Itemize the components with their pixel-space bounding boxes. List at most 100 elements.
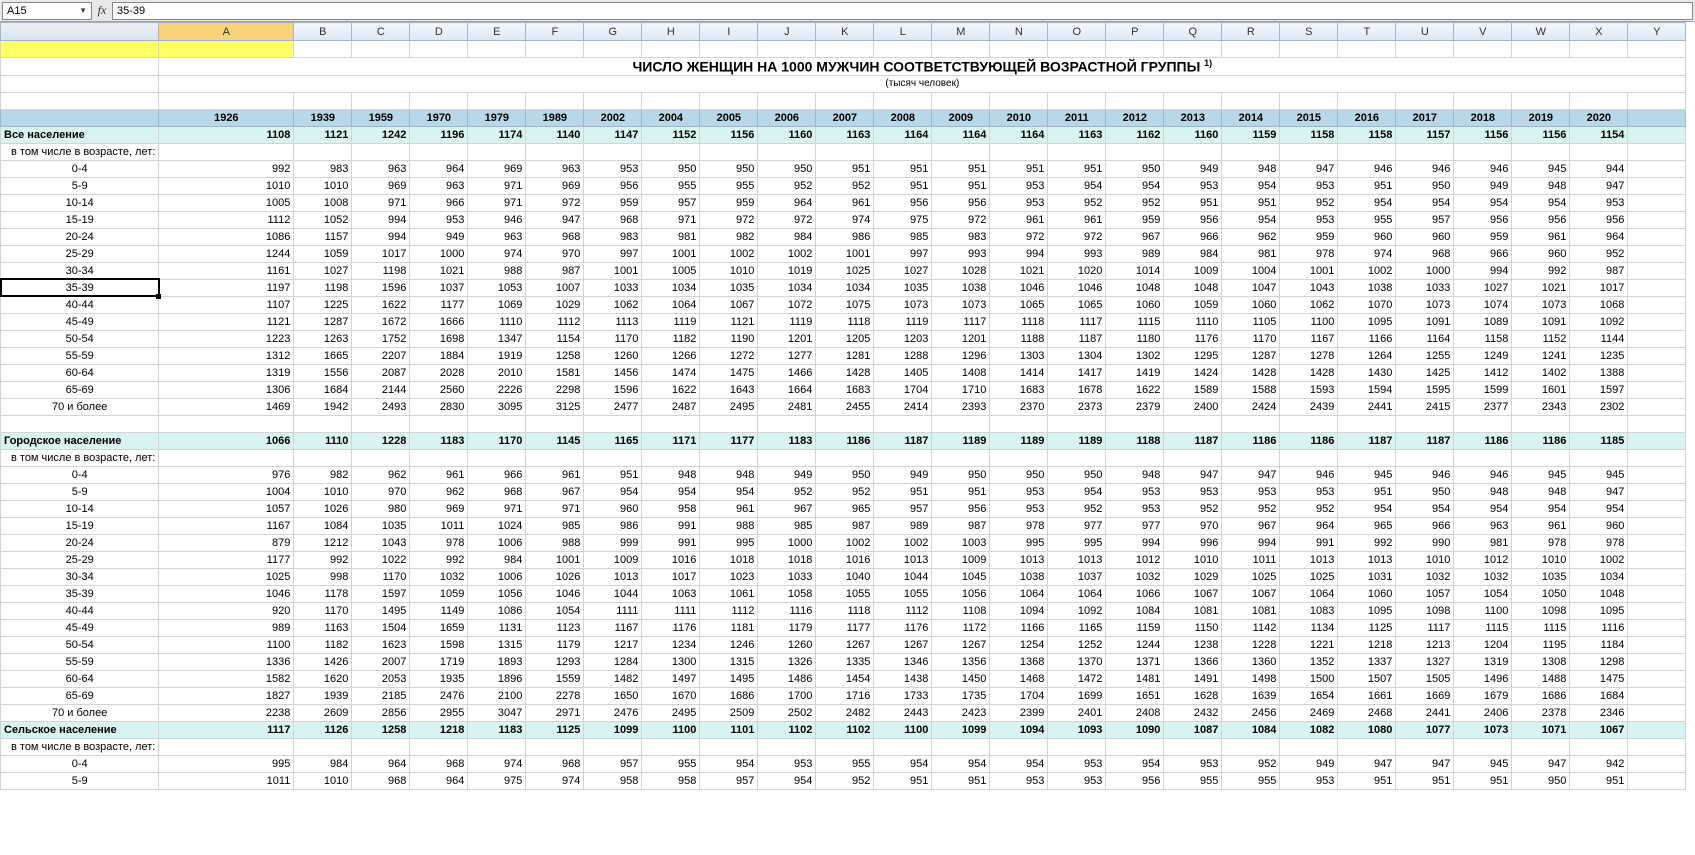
data-cell[interactable]: 1287 bbox=[294, 313, 352, 330]
data-cell[interactable]: 2401 bbox=[1048, 704, 1106, 721]
data-cell[interactable]: 1121 bbox=[159, 313, 294, 330]
data-cell[interactable]: 964 bbox=[352, 755, 410, 772]
cell[interactable] bbox=[874, 738, 932, 755]
data-cell[interactable]: 1347 bbox=[468, 330, 526, 347]
cell[interactable] bbox=[1164, 92, 1222, 109]
data-cell[interactable]: 1469 bbox=[159, 398, 294, 415]
data-cell[interactable]: 1152 bbox=[1512, 330, 1570, 347]
data-cell[interactable]: 1003 bbox=[932, 534, 990, 551]
data-cell[interactable]: 1306 bbox=[159, 381, 294, 398]
data-cell[interactable]: 1081 bbox=[1222, 602, 1280, 619]
cell[interactable] bbox=[642, 415, 700, 432]
data-cell[interactable]: 1089 bbox=[1454, 313, 1512, 330]
data-cell[interactable]: 1639 bbox=[1222, 687, 1280, 704]
data-cell[interactable]: 953 bbox=[1048, 772, 1106, 789]
data-cell[interactable]: 1002 bbox=[874, 534, 932, 551]
cell[interactable] bbox=[874, 92, 932, 109]
data-cell[interactable]: 946 bbox=[1338, 160, 1396, 177]
cell[interactable] bbox=[874, 449, 932, 466]
data-cell[interactable]: 1100 bbox=[1454, 602, 1512, 619]
data-cell[interactable]: 1065 bbox=[990, 296, 1048, 313]
data-cell[interactable]: 959 bbox=[1454, 228, 1512, 245]
data-cell[interactable]: 1002 bbox=[700, 245, 758, 262]
data-cell[interactable]: 2408 bbox=[1106, 704, 1164, 721]
data-cell[interactable]: 1084 bbox=[1106, 602, 1164, 619]
data-cell[interactable]: 2495 bbox=[642, 704, 700, 721]
data-cell[interactable]: 1643 bbox=[700, 381, 758, 398]
cell[interactable] bbox=[1454, 738, 1512, 755]
data-cell[interactable]: 1038 bbox=[932, 279, 990, 296]
data-cell[interactable]: 994 bbox=[352, 211, 410, 228]
data-cell[interactable]: 1154 bbox=[526, 330, 584, 347]
cell[interactable] bbox=[1570, 41, 1628, 58]
cell[interactable] bbox=[1106, 41, 1164, 58]
data-cell[interactable]: 879 bbox=[159, 534, 294, 551]
cell[interactable] bbox=[990, 92, 1048, 109]
cell[interactable] bbox=[352, 41, 410, 58]
data-cell[interactable]: 1507 bbox=[1338, 670, 1396, 687]
data-cell[interactable]: 951 bbox=[1164, 194, 1222, 211]
data-cell[interactable]: 1010 bbox=[294, 483, 352, 500]
cell[interactable] bbox=[294, 449, 352, 466]
data-cell[interactable]: 1582 bbox=[159, 670, 294, 687]
data-cell[interactable]: 1159 bbox=[1106, 619, 1164, 636]
data-cell[interactable]: 953 bbox=[990, 772, 1048, 789]
data-cell[interactable]: 1081 bbox=[1164, 602, 1222, 619]
column-header[interactable]: V bbox=[1454, 23, 1512, 41]
data-cell[interactable]: 953 bbox=[1280, 483, 1338, 500]
data-cell[interactable]: 1356 bbox=[932, 653, 990, 670]
data-cell[interactable]: 1281 bbox=[816, 347, 874, 364]
data-cell[interactable]: 1048 bbox=[1164, 279, 1222, 296]
data-cell[interactable]: 1118 bbox=[990, 313, 1048, 330]
cell[interactable] bbox=[1106, 92, 1164, 109]
data-cell[interactable]: 953 bbox=[1106, 483, 1164, 500]
data-cell[interactable]: 1628 bbox=[1164, 687, 1222, 704]
data-cell[interactable]: 1495 bbox=[700, 670, 758, 687]
data-cell[interactable]: 1107 bbox=[159, 296, 294, 313]
data-cell[interactable]: 970 bbox=[352, 483, 410, 500]
data-cell[interactable]: 947 bbox=[1222, 466, 1280, 483]
data-cell[interactable]: 1086 bbox=[468, 602, 526, 619]
data-cell[interactable]: 1054 bbox=[526, 602, 584, 619]
data-cell[interactable]: 961 bbox=[1512, 228, 1570, 245]
data-cell[interactable]: 992 bbox=[1338, 534, 1396, 551]
data-cell[interactable]: 1044 bbox=[584, 585, 642, 602]
data-cell[interactable]: 1029 bbox=[1164, 568, 1222, 585]
data-cell[interactable]: 1260 bbox=[758, 636, 816, 653]
data-cell[interactable]: 1134 bbox=[1280, 619, 1338, 636]
data-cell[interactable]: 1034 bbox=[816, 279, 874, 296]
column-header[interactable]: J bbox=[758, 23, 816, 41]
data-cell[interactable]: 959 bbox=[1106, 211, 1164, 228]
data-cell[interactable]: 1118 bbox=[816, 313, 874, 330]
data-cell[interactable]: 1371 bbox=[1106, 653, 1164, 670]
data-cell[interactable]: 1027 bbox=[1454, 279, 1512, 296]
cell[interactable] bbox=[352, 449, 410, 466]
data-cell[interactable]: 1495 bbox=[352, 602, 410, 619]
data-cell[interactable]: 950 bbox=[932, 466, 990, 483]
data-cell[interactable]: 1942 bbox=[294, 398, 352, 415]
cell[interactable] bbox=[1106, 143, 1164, 160]
data-cell[interactable]: 2226 bbox=[468, 381, 526, 398]
data-cell[interactable]: 997 bbox=[874, 245, 932, 262]
data-cell[interactable]: 2502 bbox=[758, 704, 816, 721]
data-cell[interactable]: 953 bbox=[1570, 194, 1628, 211]
data-cell[interactable]: 984 bbox=[468, 551, 526, 568]
data-cell[interactable]: 1263 bbox=[294, 330, 352, 347]
data-cell[interactable]: 988 bbox=[468, 262, 526, 279]
data-cell[interactable]: 1170 bbox=[294, 602, 352, 619]
data-cell[interactable]: 1073 bbox=[1512, 296, 1570, 313]
cell[interactable] bbox=[1338, 449, 1396, 466]
data-cell[interactable]: 1179 bbox=[758, 619, 816, 636]
data-cell[interactable]: 920 bbox=[159, 602, 294, 619]
cell[interactable] bbox=[468, 449, 526, 466]
data-cell[interactable]: 971 bbox=[468, 500, 526, 517]
cell[interactable] bbox=[1628, 92, 1686, 109]
data-cell[interactable]: 1119 bbox=[642, 313, 700, 330]
data-cell[interactable]: 2100 bbox=[468, 687, 526, 704]
data-cell[interactable]: 1176 bbox=[874, 619, 932, 636]
data-cell[interactable]: 949 bbox=[1280, 755, 1338, 772]
data-cell[interactable]: 946 bbox=[1396, 466, 1454, 483]
data-cell[interactable]: 951 bbox=[1454, 772, 1512, 789]
data-cell[interactable]: 992 bbox=[294, 551, 352, 568]
data-cell[interactable]: 953 bbox=[1164, 177, 1222, 194]
